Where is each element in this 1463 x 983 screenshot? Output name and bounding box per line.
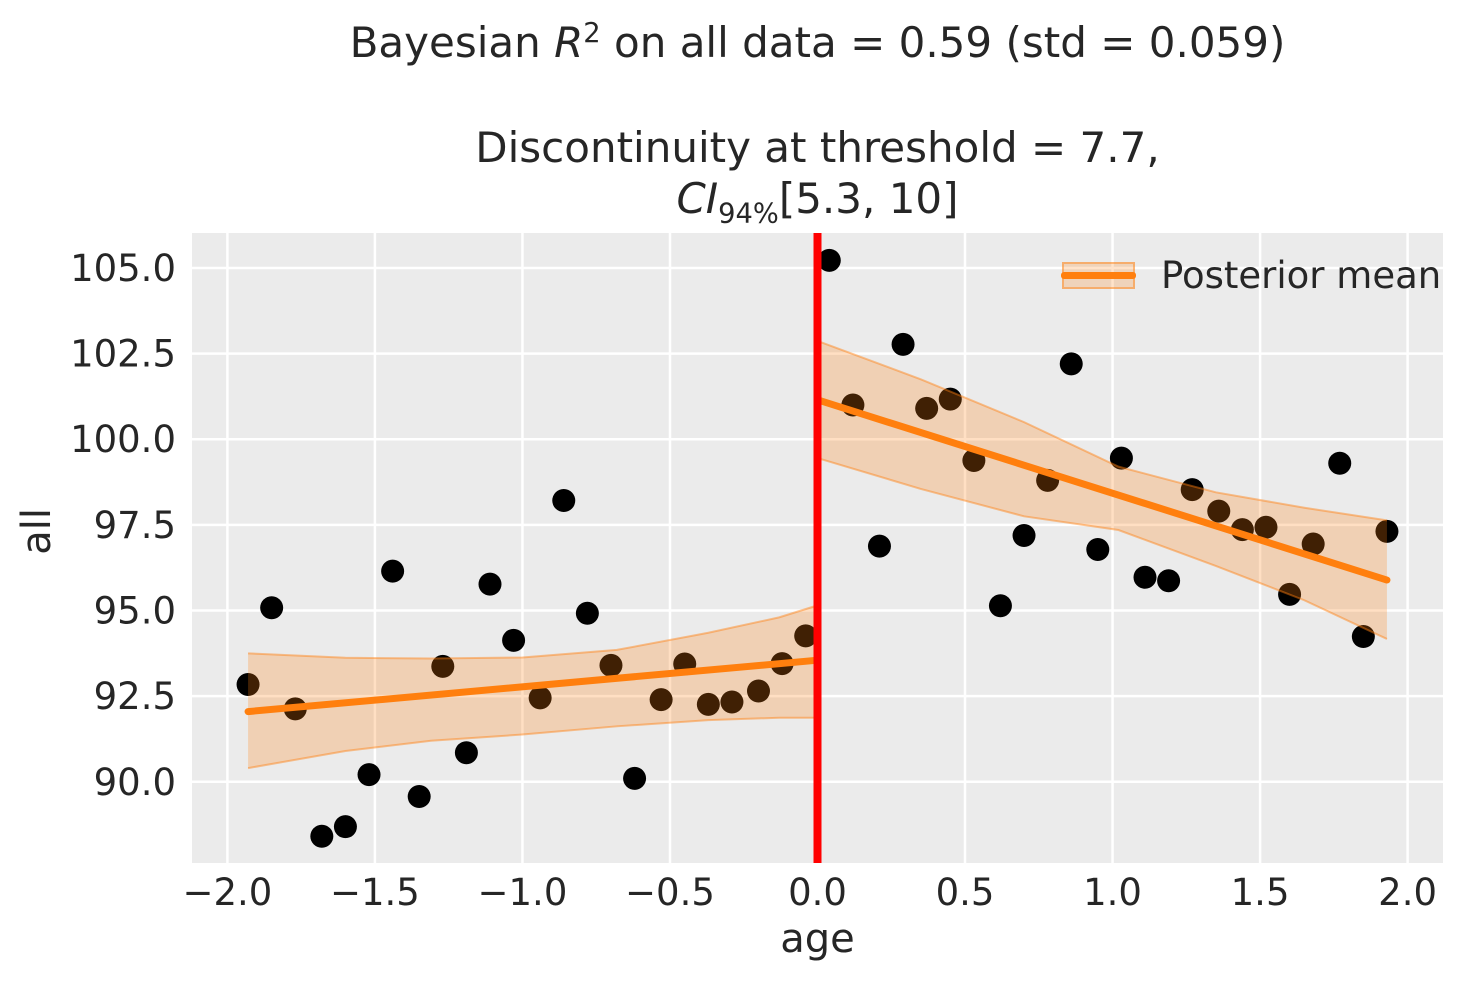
data-point xyxy=(696,692,720,716)
x-tick-label: −0.5 xyxy=(625,871,715,914)
x-tick-label: −2.0 xyxy=(182,871,272,914)
data-point xyxy=(260,596,284,620)
y-tick-label: 105.0 xyxy=(70,247,176,290)
data-point xyxy=(1254,515,1278,539)
chart-title: Bayesian R2 on all data = 0.59 (std = 0.… xyxy=(192,18,1443,67)
x-tick-label: −1.5 xyxy=(330,871,420,914)
title-r-exponent: 2 xyxy=(583,18,601,49)
posterior-mean-line-swatch xyxy=(1061,271,1136,279)
scatter-points xyxy=(236,248,1399,848)
subtitle-ci-level: 94% xyxy=(718,198,779,230)
data-point xyxy=(1375,519,1399,543)
data-point xyxy=(1157,569,1181,593)
ci-band-upper-edge-left xyxy=(248,604,818,660)
y-axis-label: all xyxy=(14,508,60,555)
data-point xyxy=(1207,499,1231,523)
data-point xyxy=(649,688,673,712)
data-point xyxy=(236,673,260,697)
subtitle-ci-interval: [5.3, 10] xyxy=(778,174,959,224)
data-point xyxy=(1109,446,1133,470)
posterior-mean-line-left xyxy=(244,656,821,716)
x-tick-label: 1.0 xyxy=(1083,871,1142,914)
data-point xyxy=(381,559,405,583)
title-post: on all data = 0.59 (std = 0.059) xyxy=(600,18,1286,67)
data-point xyxy=(988,594,1012,618)
x-axis-label: age xyxy=(780,916,855,962)
data-point xyxy=(575,601,599,625)
title-pre: Bayesian xyxy=(349,18,555,67)
legend: Posterior mean xyxy=(1061,253,1442,297)
y-tick-label: 102.5 xyxy=(70,333,176,376)
data-point xyxy=(1351,625,1375,649)
data-point xyxy=(1278,582,1302,606)
data-point xyxy=(720,690,744,714)
data-point xyxy=(552,489,576,513)
data-point xyxy=(407,785,431,809)
subtitle-ci: CI xyxy=(676,174,719,224)
data-point xyxy=(794,624,818,648)
data-point xyxy=(333,815,357,839)
title-r-variable: R xyxy=(554,18,584,67)
data-point xyxy=(357,763,381,787)
data-point xyxy=(1012,523,1036,547)
data-point xyxy=(891,332,915,356)
ci-band-lower-edge-right xyxy=(817,457,1388,640)
x-tick-label: 2.0 xyxy=(1378,871,1437,914)
y-tick-label: 97.5 xyxy=(94,504,176,547)
ci-band-upper-edge-right xyxy=(817,339,1388,522)
data-point xyxy=(599,653,623,677)
data-point xyxy=(915,396,939,420)
y-tick-label: 100.0 xyxy=(70,418,176,461)
y-tick-label: 95.0 xyxy=(94,590,176,633)
data-point xyxy=(431,654,455,678)
posterior-mean-band-swatch xyxy=(1061,261,1136,289)
x-tick-label: 0.5 xyxy=(936,871,995,914)
x-tick-label: 0.0 xyxy=(788,871,847,914)
y-tick-label: 90.0 xyxy=(94,761,176,804)
data-point xyxy=(454,741,478,765)
x-tick-label: 1.5 xyxy=(1231,871,1290,914)
x-tick-label: −1.0 xyxy=(478,871,568,914)
data-point xyxy=(1133,565,1157,589)
data-point xyxy=(867,534,891,558)
data-point xyxy=(938,387,962,411)
axes-subtitle: Discontinuity at threshold = 7.7, CI94%[… xyxy=(192,122,1443,231)
data-point xyxy=(1328,451,1352,475)
ci-band-lower-edge-left xyxy=(247,716,818,770)
subtitle-line2: CI94%[5.3, 10] xyxy=(192,173,1443,231)
data-point xyxy=(817,248,841,272)
data-point xyxy=(1180,478,1204,502)
data-point xyxy=(528,686,552,710)
data-point xyxy=(310,824,334,848)
data-point xyxy=(1086,538,1110,562)
tick-labels: −2.0 −1.5 −1.0 −0.5 0.0 0.5 1.0 1.5 2.0 90.0 92.5 9… xyxy=(70,247,1437,914)
y-tick-label: 92.5 xyxy=(94,675,176,718)
data-point xyxy=(746,679,770,703)
subtitle-line1: Discontinuity at threshold = 7.7, xyxy=(475,123,1160,172)
data-point xyxy=(1059,352,1083,376)
data-point xyxy=(1301,532,1325,556)
legend-label: Posterior mean xyxy=(1161,253,1442,297)
data-point xyxy=(502,628,526,652)
posterior-mean-line-right xyxy=(814,396,1391,584)
data-point xyxy=(623,766,647,790)
data-point xyxy=(478,572,502,596)
